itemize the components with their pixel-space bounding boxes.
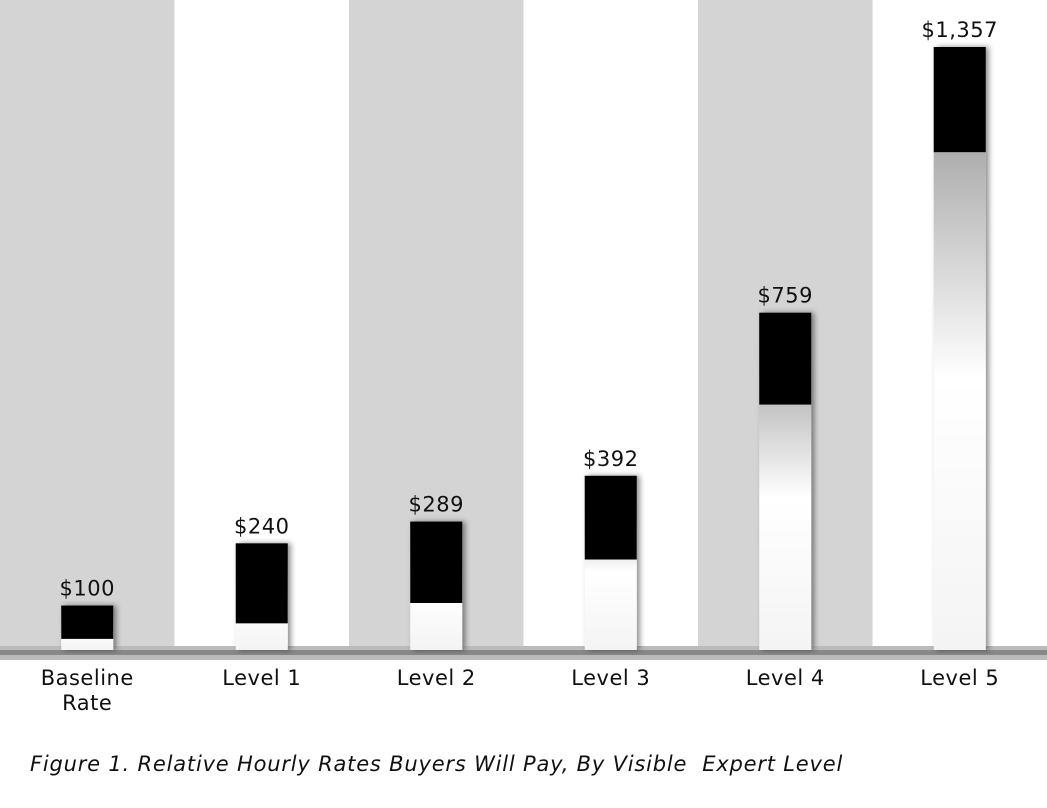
value-label: $240 bbox=[234, 514, 289, 538]
chart-title: Figure 1. Relative Hourly Rates Buyers W… bbox=[30, 752, 844, 776]
x-tick-label: Level 4 bbox=[745, 666, 825, 690]
bar-cap bbox=[410, 521, 463, 604]
value-label: $100 bbox=[60, 577, 115, 601]
value-label: $759 bbox=[758, 284, 813, 308]
value-label: $1,357 bbox=[922, 18, 998, 42]
bar-cap bbox=[933, 47, 986, 153]
bar-cap bbox=[235, 543, 288, 624]
x-tick-label: Baseline Rate bbox=[40, 666, 134, 715]
column-band bbox=[174, 0, 349, 650]
column-band bbox=[0, 0, 175, 650]
x-tick-label: Level 1 bbox=[222, 666, 302, 690]
bar-cap bbox=[584, 475, 637, 560]
bar-cap bbox=[61, 605, 114, 639]
baseline bbox=[0, 650, 1047, 655]
x-tick-label: Level 3 bbox=[571, 666, 651, 690]
x-tick-label: Level 5 bbox=[920, 666, 1000, 690]
bar-cap bbox=[759, 312, 812, 405]
value-label: $289 bbox=[409, 493, 464, 517]
x-tick-label: Level 2 bbox=[396, 666, 476, 690]
value-label: $392 bbox=[583, 447, 638, 471]
